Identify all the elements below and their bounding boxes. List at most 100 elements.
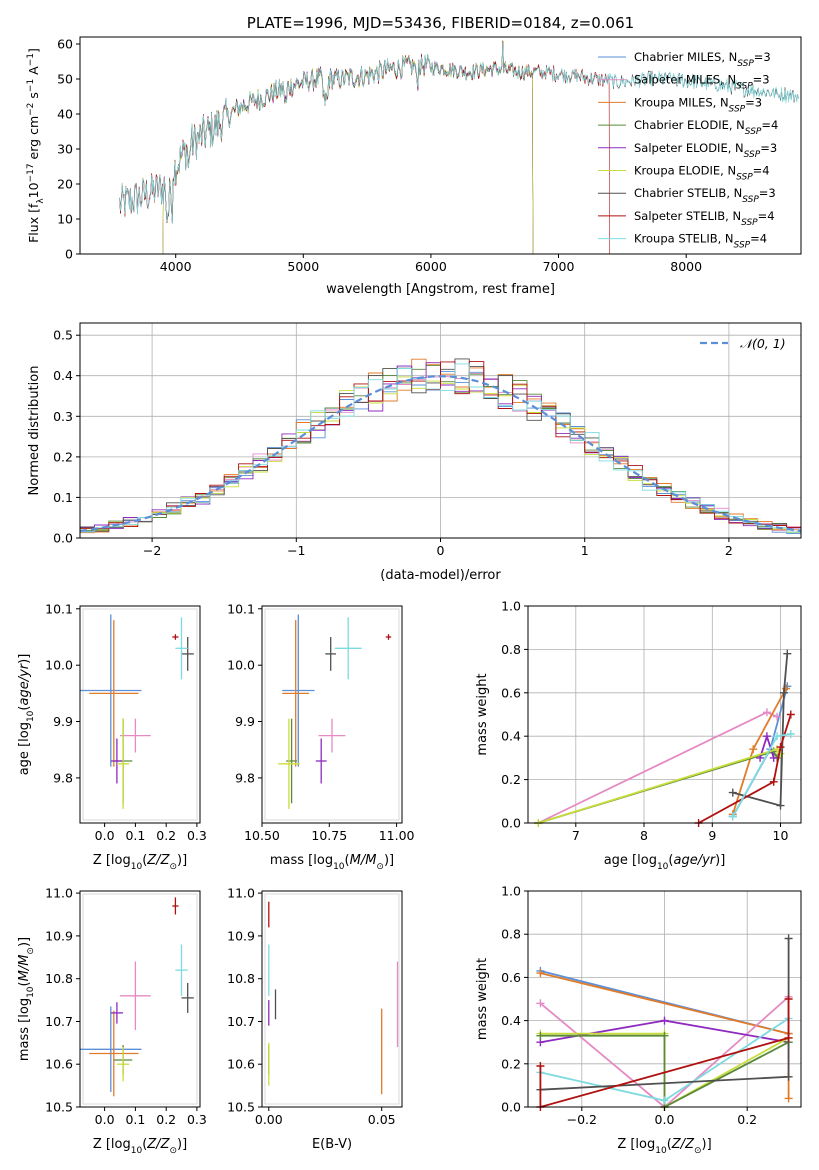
label-part: 10 <box>26 182 41 198</box>
legend-label: Kroupa MILES, NSSP=3 <box>634 95 762 114</box>
label-part: ⊙ <box>26 947 36 955</box>
weight-vs-Z-xtick-label: 0.0 <box>655 1112 675 1127</box>
label-part: Kroupa MILES, N <box>634 95 729 109</box>
weight-vs-Z-marker <box>784 934 793 943</box>
legend-label: 𝒩(0, 1) <box>740 336 786 351</box>
weight-vs-Z-marker <box>784 1072 793 1081</box>
spectrum-spine <box>79 36 802 255</box>
label-part: 10 <box>333 862 345 872</box>
weight-vs-Z-ytick-label: 0.6 <box>501 970 521 985</box>
residuals-ytick-label: 0.4 <box>53 368 73 383</box>
mass-vs-Z-frame: 0.0 0.1 0.2 0.3 10.5 10.6 10.7 10.8 10.9 11.0 <box>45 886 207 1127</box>
label-part: SSP <box>729 104 746 114</box>
age-vs-mass-xtick-label: 10.50 <box>244 828 280 843</box>
mass-vs-Z-ytick-label: 11.0 <box>45 886 73 901</box>
age-vs-mass-point <box>334 617 362 680</box>
mass-vs-ebv-frame: 0.00 0.05 10.5 10.6 10.7 10.8 10.9 11.0 <box>227 886 403 1127</box>
mass-vs-Z-point <box>110 1002 124 1024</box>
age-vs-mass-xtick-label: 11.00 <box>379 828 415 843</box>
spectrum-ytick-label: 0 <box>65 247 73 262</box>
mass-vs-Z-ytick-label: 10.7 <box>45 1014 73 1029</box>
mass-vs-Z-point <box>89 1010 139 1097</box>
age-vs-mass-point <box>282 614 315 767</box>
residuals-ytick-label: 0.3 <box>53 409 73 424</box>
spectrum-series-kroupa-stelib <box>119 42 799 225</box>
legend-label: Chabrier ELODIE, NSSP=4 <box>634 118 778 137</box>
weight-vs-age-marker <box>762 708 771 717</box>
label-part: SSP <box>742 195 759 205</box>
label-part: =4 <box>753 164 770 178</box>
mass-vs-ebv-inner-grid <box>264 893 400 1105</box>
age-vs-Z-point <box>172 634 179 640</box>
age-vs-Z-inner-grid <box>82 608 198 821</box>
weight-vs-Z-marker <box>536 999 545 1008</box>
weight-vs-age-marker <box>783 649 792 658</box>
residuals-xlabel: (data-model)/error <box>380 568 501 583</box>
weight-vs-Z-xlabel: Z [log10(Z/Z⊙)] <box>617 1137 711 1156</box>
weight-vs-age-marker <box>782 684 790 693</box>
label-part: Chabrier STELIB, N <box>634 186 742 200</box>
mass-vs-ebv-ytick-label: 10.7 <box>227 1014 255 1029</box>
label-part: )] <box>17 654 32 664</box>
spectrum-models <box>119 40 799 255</box>
weight-vs-age-marker <box>786 710 795 719</box>
age-vs-Z-point <box>175 617 188 680</box>
weight-vs-age-ytick-label: 1.0 <box>501 599 521 614</box>
spectrum-ytick-label: 10 <box>57 212 73 227</box>
weight-vs-age-marker <box>776 801 785 810</box>
weight-vs-age-line-salpeter-stelib <box>698 714 792 824</box>
spectrum-xtick-label: 7000 <box>543 259 575 274</box>
mass-vs-Z-point <box>172 897 179 915</box>
mass-vs-ebv-ytick-label: 11.0 <box>227 886 255 901</box>
weight-vs-age-axes <box>528 605 801 824</box>
label-part: ⊙ <box>169 862 177 872</box>
spectrum-xtick-label: 6000 <box>415 259 447 274</box>
residuals-histograms <box>80 358 801 537</box>
legend-label: Salpeter ELODIE, NSSP=3 <box>634 141 777 160</box>
age-vs-mass-point <box>278 718 300 809</box>
weight-vs-age-marker <box>749 745 758 754</box>
spectrum-ytick-label: 50 <box>57 72 73 87</box>
mass-vs-Z-point <box>175 944 188 996</box>
weight-vs-Z-xtick-label: 0.2 <box>737 1112 757 1127</box>
label-part: Z/Z <box>146 1137 170 1152</box>
age-vs-Z-points <box>80 614 194 809</box>
residuals-ytick-label: 0.0 <box>53 531 73 546</box>
label-part: age [log <box>17 722 32 775</box>
label-part: SSP <box>744 150 761 160</box>
label-part: ( <box>667 1137 672 1152</box>
age-vs-mass-ytick-label: 9.8 <box>235 770 255 785</box>
legend-label: Salpeter MILES, NSSP=3 <box>634 73 770 92</box>
weight-vs-age-marker <box>779 688 788 697</box>
age-vs-Z-point <box>80 614 142 767</box>
weight-vs-age-xtick-label: 10 <box>773 828 789 843</box>
label-part: −1 <box>26 79 36 92</box>
age-vs-mass-ytick-label: 9.9 <box>235 714 255 729</box>
weight-vs-age-line-chabrier-stelib <box>732 653 789 807</box>
mass-vs-Z-points <box>80 897 194 1097</box>
legend-label: Salpeter STELIB, NSSP=4 <box>634 209 775 228</box>
label-part: λ <box>36 198 46 204</box>
age-vs-Z-xtick-label: 0.1 <box>125 828 145 843</box>
label-part: ⊙ <box>376 862 384 872</box>
label-part: )] <box>702 1137 712 1152</box>
label-part: ( <box>142 1137 147 1152</box>
mass-vs-ebv-points <box>268 901 399 1095</box>
weight-vs-Z-line-chabrier-elodie <box>540 1034 790 1109</box>
residuals-ytick-label: 0.2 <box>53 449 73 464</box>
age-vs-mass-ytick-label: 10.1 <box>227 601 255 616</box>
label-part: −1 <box>26 53 36 66</box>
label-part: age/yr <box>17 662 32 705</box>
legend-label: Kroupa ELODIE, NSSP=4 <box>634 164 770 183</box>
weight-vs-age-frame: 7 8 9 10 0.0 0.2 0.4 0.6 0.8 1.0 <box>501 599 802 843</box>
mass-vs-Z-point <box>120 961 151 1030</box>
age-vs-Z-point <box>116 718 130 809</box>
label-part: mass [log <box>270 853 333 868</box>
label-part: −2 <box>26 103 36 116</box>
weight-vs-age-ytick-label: 0.2 <box>501 772 521 787</box>
mass-vs-Z-xlabel: Z [log10(Z/Z⊙)] <box>93 1137 187 1156</box>
age-vs-Z-ytick-label: 9.9 <box>53 714 73 729</box>
age-vs-Z-xtick-label: 0.0 <box>95 828 115 843</box>
age-vs-Z-ytick-label: 10.0 <box>45 658 73 673</box>
label-part: Kroupa STELIB, N <box>634 232 734 246</box>
